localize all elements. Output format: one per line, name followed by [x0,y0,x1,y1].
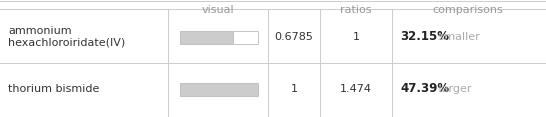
Text: ammonium
hexachloroiridate(IV): ammonium hexachloroiridate(IV) [8,26,125,48]
Text: 1: 1 [290,84,298,94]
Bar [233,31,258,44]
Text: thorium bismide: thorium bismide [8,84,99,94]
Bar [180,82,258,95]
Text: comparisons: comparisons [432,5,503,15]
Bar [180,31,233,44]
Text: 32.15%: 32.15% [400,31,449,44]
Text: 0.6785: 0.6785 [275,32,313,42]
Text: larger: larger [435,84,472,94]
Text: 47.39%: 47.39% [400,82,449,95]
Text: 1: 1 [353,32,359,42]
Text: smaller: smaller [435,32,480,42]
Text: ratios: ratios [340,5,372,15]
Text: 1.474: 1.474 [340,84,372,94]
Text: visual: visual [201,5,234,15]
